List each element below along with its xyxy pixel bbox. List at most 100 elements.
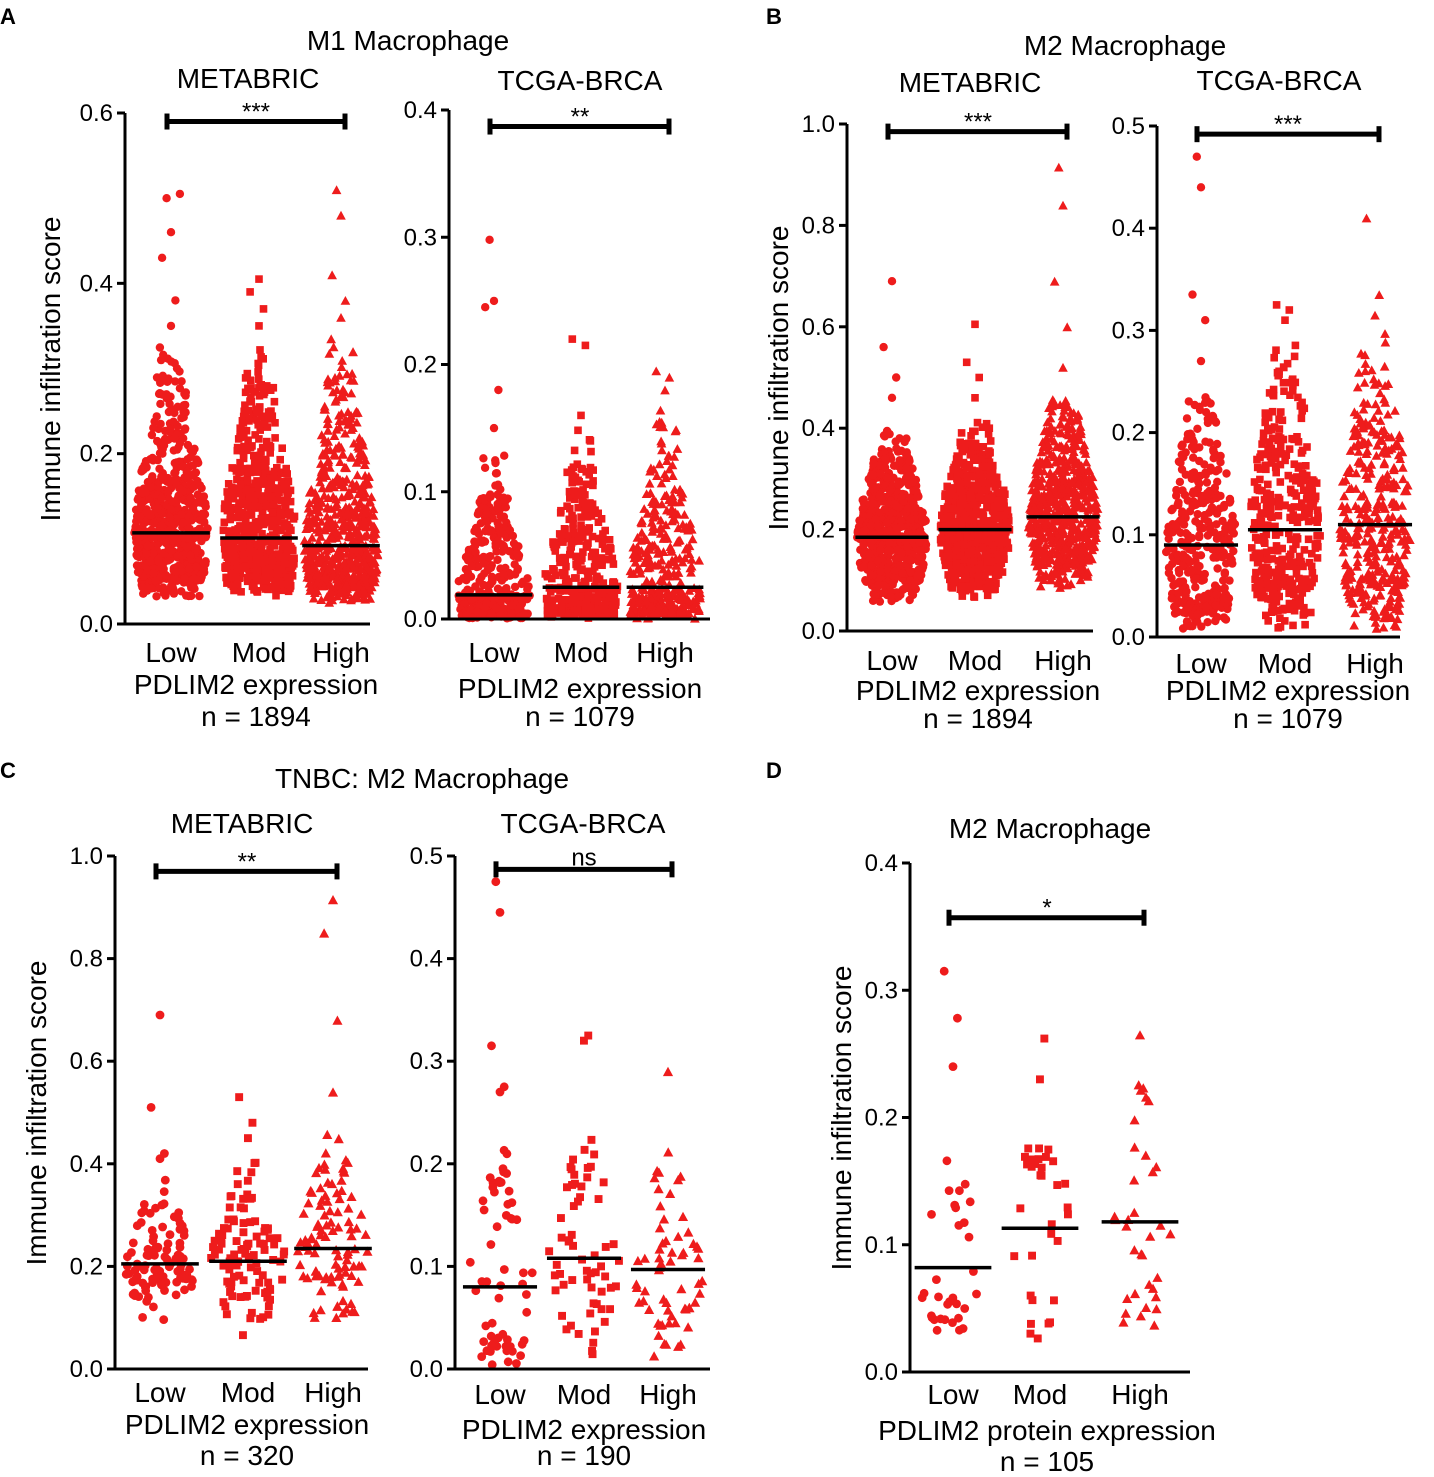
data-point: [477, 538, 487, 547]
data-point: [913, 571, 922, 580]
data-point: [167, 497, 176, 506]
data-point: [573, 606, 581, 614]
x-category-label: Mod: [554, 637, 608, 668]
data-point: [572, 552, 580, 561]
data-point: [305, 582, 316, 592]
data-point: [338, 525, 349, 534]
data-point: [236, 431, 244, 440]
data-point: [983, 521, 992, 529]
data-point: [957, 566, 965, 574]
data-point: [886, 592, 895, 601]
data-point: [598, 540, 607, 548]
data-point: [242, 562, 250, 570]
data-point: [501, 563, 510, 573]
y-tick-label: 0.8: [802, 212, 835, 239]
data-point: [581, 506, 589, 515]
data-point: [598, 561, 606, 569]
data-point-outlier: [166, 321, 176, 331]
data-point-outlier: [962, 358, 971, 367]
data-point: [352, 470, 363, 480]
data-point: [254, 361, 263, 370]
data-point: [497, 576, 507, 585]
data-point: [258, 530, 266, 538]
data-point: [474, 507, 483, 516]
data-point: [247, 376, 255, 385]
data-point: [149, 518, 158, 528]
data-point: [346, 452, 356, 461]
data-point: [888, 579, 897, 588]
data-point: [576, 566, 585, 575]
data-point: [561, 596, 570, 604]
data-point: [460, 598, 469, 607]
data-point: [239, 508, 247, 517]
y-tick-label: 0.4: [404, 97, 437, 124]
data-point: [665, 542, 676, 551]
data-point: [275, 557, 284, 566]
data-point: [369, 577, 380, 587]
panel-c-title: TNBC: M2 Macrophage: [275, 763, 569, 794]
data-point: [312, 586, 322, 596]
data-point-outlier: [577, 411, 585, 420]
data-point: [177, 413, 186, 423]
chart-title: METABRIC: [899, 67, 1042, 98]
data-point: [592, 556, 600, 564]
data-point: [565, 532, 574, 541]
data-point: [547, 597, 556, 606]
data-point: [370, 523, 381, 533]
data-point: [858, 504, 867, 513]
data-point: [475, 576, 484, 585]
data-point: [283, 470, 291, 478]
data-point: [337, 450, 348, 459]
data-point: [573, 460, 582, 468]
data-point: [272, 591, 280, 600]
data-point: [897, 492, 906, 502]
data-point: [496, 512, 505, 521]
sample-size-label: n = 1894: [201, 701, 311, 732]
data-point: [260, 462, 268, 471]
data-point: [259, 476, 268, 485]
data-point: [953, 469, 962, 478]
data-point: [305, 518, 315, 527]
data-point-outlier: [892, 373, 901, 382]
data-point-outlier: [1058, 200, 1068, 210]
data-point: [181, 391, 190, 400]
data-point: [564, 612, 573, 620]
data-point: [286, 560, 295, 568]
sample-size-label: n = 1079: [525, 701, 635, 732]
data-point: [505, 526, 515, 535]
data-point-outlier: [331, 185, 342, 195]
data-point: [229, 545, 238, 553]
data-point: [500, 451, 509, 460]
data-point: [563, 468, 571, 477]
data-point: [869, 459, 878, 468]
data-point: [177, 510, 186, 519]
data-point: [356, 483, 367, 493]
x-category-label: High: [1034, 645, 1092, 676]
x-category-label: Low: [145, 637, 197, 668]
data-point: [242, 486, 251, 495]
data-point: [337, 582, 348, 592]
data-point: [598, 534, 607, 542]
data-point: [133, 495, 142, 504]
data-point: [560, 587, 569, 595]
significance-label: ***: [242, 99, 270, 126]
x-category-label: High: [312, 637, 370, 668]
data-point: [519, 610, 528, 619]
data-point: [514, 604, 523, 613]
data-point: [359, 515, 369, 525]
data-point: [964, 548, 973, 556]
data-point-outlier: [166, 228, 176, 237]
data-point: [581, 606, 589, 614]
data-point: [245, 417, 253, 425]
panel-letter-c: C: [0, 758, 16, 783]
data-point: [322, 521, 332, 531]
data-point: [945, 491, 953, 499]
data-point-outlier: [255, 275, 263, 283]
data-point: [258, 540, 266, 548]
data-point: [234, 503, 243, 512]
data-point: [138, 583, 147, 592]
data-point: [156, 419, 165, 429]
data-point: [258, 443, 267, 452]
data-point: [861, 576, 870, 585]
